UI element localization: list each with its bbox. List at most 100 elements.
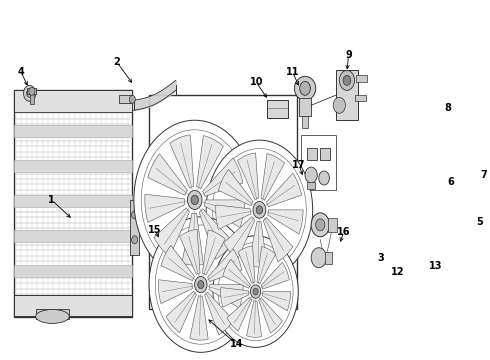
Wedge shape xyxy=(259,298,282,333)
Circle shape xyxy=(316,219,325,231)
Wedge shape xyxy=(219,170,253,206)
Wedge shape xyxy=(257,247,276,284)
Wedge shape xyxy=(208,249,242,282)
Bar xyxy=(328,218,337,232)
Text: 4: 4 xyxy=(18,67,24,77)
Bar xyxy=(456,225,490,300)
Wedge shape xyxy=(262,292,291,311)
Bar xyxy=(14,90,132,112)
Bar xyxy=(379,285,388,315)
Wedge shape xyxy=(209,285,243,308)
Circle shape xyxy=(333,97,345,113)
Bar xyxy=(336,71,358,120)
Circle shape xyxy=(343,75,351,85)
Bar xyxy=(14,160,132,172)
Wedge shape xyxy=(246,301,262,337)
Text: 7: 7 xyxy=(481,170,487,180)
Bar xyxy=(119,95,132,103)
Circle shape xyxy=(464,242,490,282)
Bar xyxy=(307,182,315,189)
Bar xyxy=(29,94,34,104)
Circle shape xyxy=(409,303,413,310)
Circle shape xyxy=(451,189,460,201)
Circle shape xyxy=(414,329,418,336)
Wedge shape xyxy=(248,221,267,267)
Circle shape xyxy=(218,243,293,341)
Circle shape xyxy=(29,87,35,95)
Circle shape xyxy=(253,202,266,218)
Circle shape xyxy=(440,117,444,123)
Wedge shape xyxy=(204,292,233,335)
Bar xyxy=(302,116,308,128)
Wedge shape xyxy=(199,209,233,259)
Circle shape xyxy=(391,150,395,156)
Bar xyxy=(14,125,132,137)
Circle shape xyxy=(155,225,246,344)
Circle shape xyxy=(319,171,329,185)
Bar xyxy=(396,278,465,349)
Circle shape xyxy=(188,190,202,210)
Bar xyxy=(461,294,470,316)
Circle shape xyxy=(443,292,447,297)
Circle shape xyxy=(414,292,447,336)
Circle shape xyxy=(311,213,329,237)
Text: 8: 8 xyxy=(445,103,452,113)
Text: 15: 15 xyxy=(147,225,161,235)
Circle shape xyxy=(428,310,434,318)
Circle shape xyxy=(149,217,252,352)
Text: 3: 3 xyxy=(378,253,385,263)
Bar xyxy=(307,148,317,160)
Text: 9: 9 xyxy=(345,50,352,60)
Circle shape xyxy=(475,187,488,203)
Wedge shape xyxy=(182,213,203,265)
Bar xyxy=(471,294,486,302)
Wedge shape xyxy=(204,200,245,228)
Text: 14: 14 xyxy=(230,339,244,349)
Wedge shape xyxy=(261,262,290,289)
Text: 2: 2 xyxy=(114,58,121,67)
Bar xyxy=(356,75,368,82)
Bar xyxy=(299,98,311,116)
Wedge shape xyxy=(263,217,293,262)
Wedge shape xyxy=(180,229,200,275)
Circle shape xyxy=(471,252,486,272)
Circle shape xyxy=(305,167,317,183)
Ellipse shape xyxy=(36,310,69,323)
Bar xyxy=(454,250,459,275)
Text: 1: 1 xyxy=(49,195,55,205)
Circle shape xyxy=(440,150,444,156)
Circle shape xyxy=(457,227,462,233)
Bar xyxy=(149,95,297,310)
Bar xyxy=(415,248,438,260)
Circle shape xyxy=(250,285,261,298)
Circle shape xyxy=(206,140,313,280)
Bar xyxy=(14,230,132,242)
Bar xyxy=(36,310,69,319)
Wedge shape xyxy=(238,246,255,283)
Circle shape xyxy=(406,282,455,345)
Circle shape xyxy=(391,117,395,123)
Bar xyxy=(267,100,288,118)
Bar xyxy=(14,294,132,316)
Text: 12: 12 xyxy=(391,267,405,276)
Circle shape xyxy=(470,180,490,210)
Bar xyxy=(389,115,446,160)
Wedge shape xyxy=(261,154,285,200)
Circle shape xyxy=(446,182,466,208)
Ellipse shape xyxy=(294,76,316,100)
Wedge shape xyxy=(145,194,185,222)
Wedge shape xyxy=(227,297,252,331)
Circle shape xyxy=(132,211,138,219)
Bar xyxy=(14,265,132,276)
Bar xyxy=(130,200,139,255)
Circle shape xyxy=(339,71,355,90)
Text: 10: 10 xyxy=(249,77,263,87)
Bar xyxy=(395,294,401,312)
Circle shape xyxy=(191,195,198,205)
Bar xyxy=(14,90,132,318)
Bar xyxy=(301,135,336,190)
Wedge shape xyxy=(216,205,251,229)
Wedge shape xyxy=(148,154,187,195)
Wedge shape xyxy=(196,136,223,189)
Bar xyxy=(320,148,330,160)
